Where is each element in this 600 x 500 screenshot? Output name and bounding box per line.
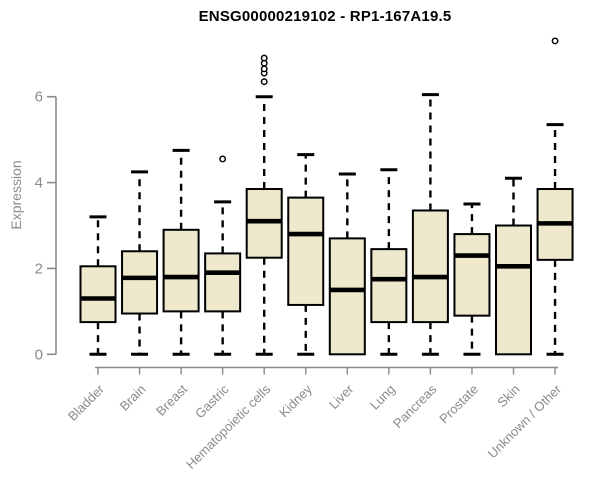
x-tick-label: Bladder (65, 381, 108, 424)
box-skin (495, 224, 532, 356)
x-tick-label: Unknown / Other (485, 381, 565, 461)
x-tick-label: Pancreas (390, 381, 440, 431)
box-lung (370, 248, 408, 324)
box-kidney (287, 196, 325, 306)
y-tick-label: 6 (35, 89, 43, 106)
outlier-point (260, 78, 268, 86)
x-tick-label: Lung (367, 382, 398, 413)
x-tick-label: Skin (494, 382, 522, 410)
box-breast (162, 228, 200, 313)
y-tick-label: 4 (35, 175, 43, 192)
y-tick-label: 2 (35, 260, 43, 277)
x-tick-label: Kidney (276, 381, 315, 420)
box-bladder (79, 265, 117, 324)
outlier-point (551, 37, 559, 45)
x-tick-label: Gastric (192, 381, 232, 421)
x-tick-label: Prostate (436, 382, 481, 427)
box-gastric (204, 252, 242, 313)
box-liver (328, 237, 366, 356)
box-pancreas (411, 209, 449, 324)
x-tick-label: Breast (153, 381, 190, 418)
outlier-point (219, 155, 227, 163)
x-tick-label: Brain (117, 382, 149, 414)
box-brain (121, 250, 159, 315)
x-tick-label: Liver (326, 381, 357, 412)
outlier-point (260, 54, 268, 62)
chart-title: ENSG00000219102 - RP1-167A19.5 (198, 8, 452, 25)
y-tick-label: 0 (35, 346, 43, 363)
outlier-point (260, 65, 268, 73)
box-prostate (453, 233, 491, 317)
